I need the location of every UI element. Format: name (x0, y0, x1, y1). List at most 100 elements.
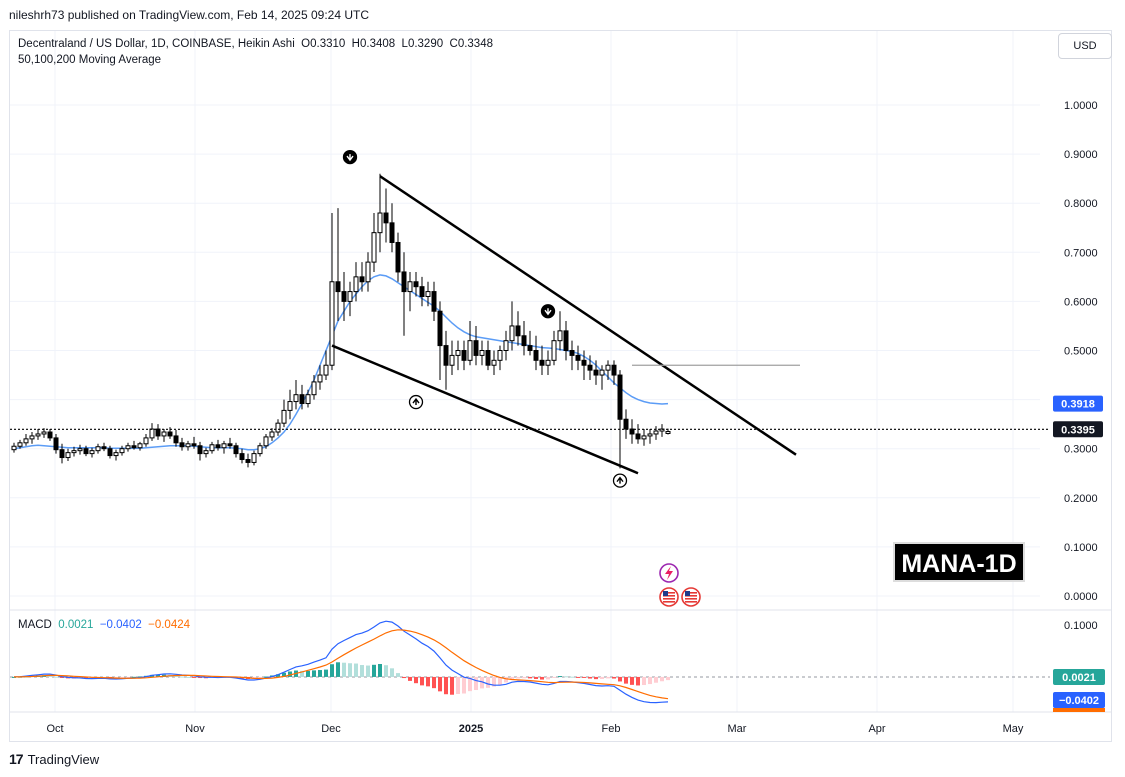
candle (647, 429, 653, 444)
candle-body (89, 450, 95, 455)
candle (53, 433, 59, 454)
candle-body (29, 435, 35, 440)
candle-body (359, 276, 365, 283)
macd-histogram-bar (450, 676, 454, 695)
candle-body (377, 212, 383, 234)
candle (203, 447, 209, 458)
candle (161, 429, 167, 442)
candle (83, 445, 89, 457)
macd-histogram-bar (264, 676, 268, 678)
macd-histogram-bar (570, 676, 574, 678)
time-tick-label: Oct (46, 723, 63, 735)
candle-body (257, 445, 263, 455)
macd-histogram-bar (384, 665, 388, 677)
candle (269, 428, 275, 441)
candle-body (443, 345, 449, 366)
candle (59, 443, 65, 464)
candle (389, 203, 395, 253)
candle (173, 430, 179, 447)
candle (95, 443, 101, 454)
macd-histogram-bar (426, 676, 430, 687)
macd-histogram-bar (492, 676, 496, 687)
candle (575, 345, 581, 371)
time-tick-label: May (1003, 723, 1024, 735)
published-text: nileshrh73 published on TradingView.com,… (9, 8, 370, 22)
candle-body (479, 350, 485, 356)
macd-histogram-bar (258, 676, 262, 678)
candle (413, 271, 419, 297)
candle-body (653, 430, 659, 435)
candle-body (545, 359, 551, 366)
candle-body (305, 394, 311, 405)
macd-signal-box (1053, 708, 1105, 712)
candle-body (419, 286, 425, 297)
flag-stripe (685, 592, 697, 594)
candle (503, 330, 509, 361)
candle (107, 445, 113, 459)
candles-layer (11, 173, 671, 469)
flag-canton (663, 591, 668, 596)
candle (185, 440, 191, 451)
macd-histogram-bar (630, 676, 634, 685)
tradingview-logo[interactable]: 17 TradingView (9, 751, 99, 767)
candle (119, 445, 125, 456)
macd-histogram-bar (600, 676, 604, 679)
candle (329, 213, 335, 371)
candle (215, 439, 221, 451)
candle-body (413, 281, 419, 288)
candle (335, 208, 341, 322)
macd-histogram-bar (288, 671, 292, 677)
macd-histogram-bar (648, 676, 652, 685)
candle (521, 321, 527, 356)
macd-histogram-bar (438, 676, 442, 692)
candle-body (251, 453, 257, 463)
candle (605, 360, 611, 380)
candle-body (77, 448, 83, 452)
ohlc-high: H0.3408 (351, 38, 396, 50)
macd-tick-label: 0.1000 (1064, 620, 1098, 632)
candle (587, 355, 593, 380)
candle (611, 360, 617, 385)
candle-body (335, 281, 341, 293)
candle (197, 441, 203, 461)
candle-body (365, 261, 371, 283)
candle (419, 276, 425, 307)
candle-body (41, 431, 47, 435)
macd-histogram-bar (126, 676, 130, 678)
candle-body (47, 431, 53, 439)
candle-body (437, 310, 443, 347)
symbol-watermark: MANA-1D (893, 542, 1025, 582)
candle (467, 321, 473, 366)
macd-histogram-bar (558, 676, 562, 678)
candle-body (617, 374, 623, 420)
candle-body (287, 401, 293, 411)
candle (311, 375, 317, 400)
macd-histogram-bar (462, 676, 466, 694)
candle (635, 424, 641, 444)
candle-body (263, 436, 269, 447)
candle-body (623, 418, 629, 430)
candle-body (173, 435, 179, 444)
chart-frame[interactable] (9, 30, 1112, 742)
candle-body (395, 241, 401, 273)
candle (461, 340, 467, 371)
macd-histogram-bar (348, 663, 352, 677)
macd-histogram-bar (534, 676, 538, 679)
currency-button[interactable]: USD (1058, 33, 1112, 59)
flag-stripe (663, 598, 675, 600)
candle (437, 301, 443, 380)
candle-body (401, 271, 407, 293)
arrow-up-marker-icon (408, 394, 424, 410)
candle-body (389, 222, 395, 243)
candle-body (641, 435, 647, 440)
candle (137, 441, 143, 451)
event-flash-icon (659, 563, 679, 583)
chart-legend: Decentraland / US Dollar, 1D, COINBASE, … (18, 36, 493, 68)
macd-histogram-bar (420, 676, 424, 686)
candle-body (455, 350, 461, 356)
candle (317, 365, 323, 390)
flag-stripe (663, 601, 675, 603)
candle-body (611, 364, 617, 376)
candle (101, 442, 107, 452)
